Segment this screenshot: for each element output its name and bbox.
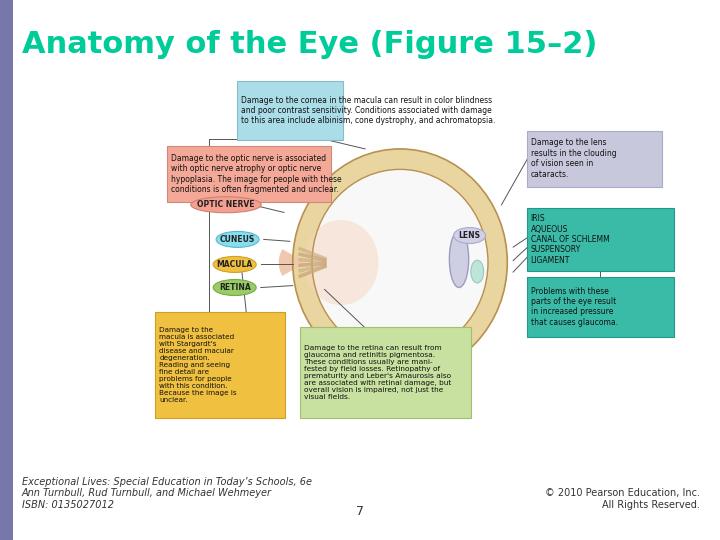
- Text: OPTIC NERVE: OPTIC NERVE: [197, 200, 255, 209]
- Text: Problems with these
parts of the eye result
in increased pressure
that causes gl: Problems with these parts of the eye res…: [531, 287, 618, 327]
- FancyBboxPatch shape: [167, 146, 331, 202]
- Text: MACULA: MACULA: [217, 260, 253, 269]
- FancyBboxPatch shape: [156, 312, 285, 417]
- Text: Damage to the
macula is associated
with Stargardt's
disease and macular
degenera: Damage to the macula is associated with …: [159, 327, 237, 402]
- FancyBboxPatch shape: [526, 277, 674, 336]
- Ellipse shape: [213, 256, 256, 272]
- Text: IRIS
AQUEOUS
CANAL OF SCHLEMM
SUSPENSORY
LIGAMENT: IRIS AQUEOUS CANAL OF SCHLEMM SUSPENSORY…: [531, 214, 609, 265]
- Text: RETINA: RETINA: [219, 283, 251, 292]
- Text: Anatomy of the Eye (Figure 15–2): Anatomy of the Eye (Figure 15–2): [22, 30, 598, 59]
- FancyBboxPatch shape: [526, 207, 674, 271]
- Text: Exceptional Lives: Special Education in Today’s Schools, 6e
Ann Turnbull, Rud Tu: Exceptional Lives: Special Education in …: [22, 477, 312, 510]
- Ellipse shape: [216, 232, 259, 247]
- Bar: [0, 0, 13, 540]
- FancyBboxPatch shape: [237, 80, 343, 140]
- Text: © 2010 Pearson Education, Inc.
All Rights Reserved.: © 2010 Pearson Education, Inc. All Right…: [545, 488, 700, 510]
- FancyBboxPatch shape: [300, 327, 471, 417]
- Text: LENS: LENS: [459, 231, 481, 240]
- Text: CUNEUS: CUNEUS: [220, 235, 255, 244]
- Wedge shape: [279, 249, 305, 276]
- Ellipse shape: [293, 149, 508, 376]
- Text: Damage to the lens
results in the clouding
of vision seen in
cataracts.: Damage to the lens results in the cloudi…: [531, 138, 616, 179]
- Text: 7: 7: [356, 505, 364, 518]
- Ellipse shape: [191, 197, 261, 213]
- Ellipse shape: [471, 260, 484, 283]
- Ellipse shape: [454, 227, 485, 244]
- Ellipse shape: [213, 280, 256, 295]
- Text: Damage to the retina can result from
glaucoma and retinitis pigmentosa.
These co: Damage to the retina can result from gla…: [305, 345, 451, 400]
- Text: Damage to the cornea in the macula can result in color blindness
and poor contra: Damage to the cornea in the macula can r…: [240, 96, 495, 125]
- Ellipse shape: [449, 231, 469, 287]
- Ellipse shape: [312, 170, 488, 356]
- Text: Damage to the optic nerve is associated
with optic nerve atrophy or optic nerve
: Damage to the optic nerve is associated …: [171, 154, 341, 194]
- FancyBboxPatch shape: [526, 131, 662, 186]
- Ellipse shape: [303, 220, 379, 305]
